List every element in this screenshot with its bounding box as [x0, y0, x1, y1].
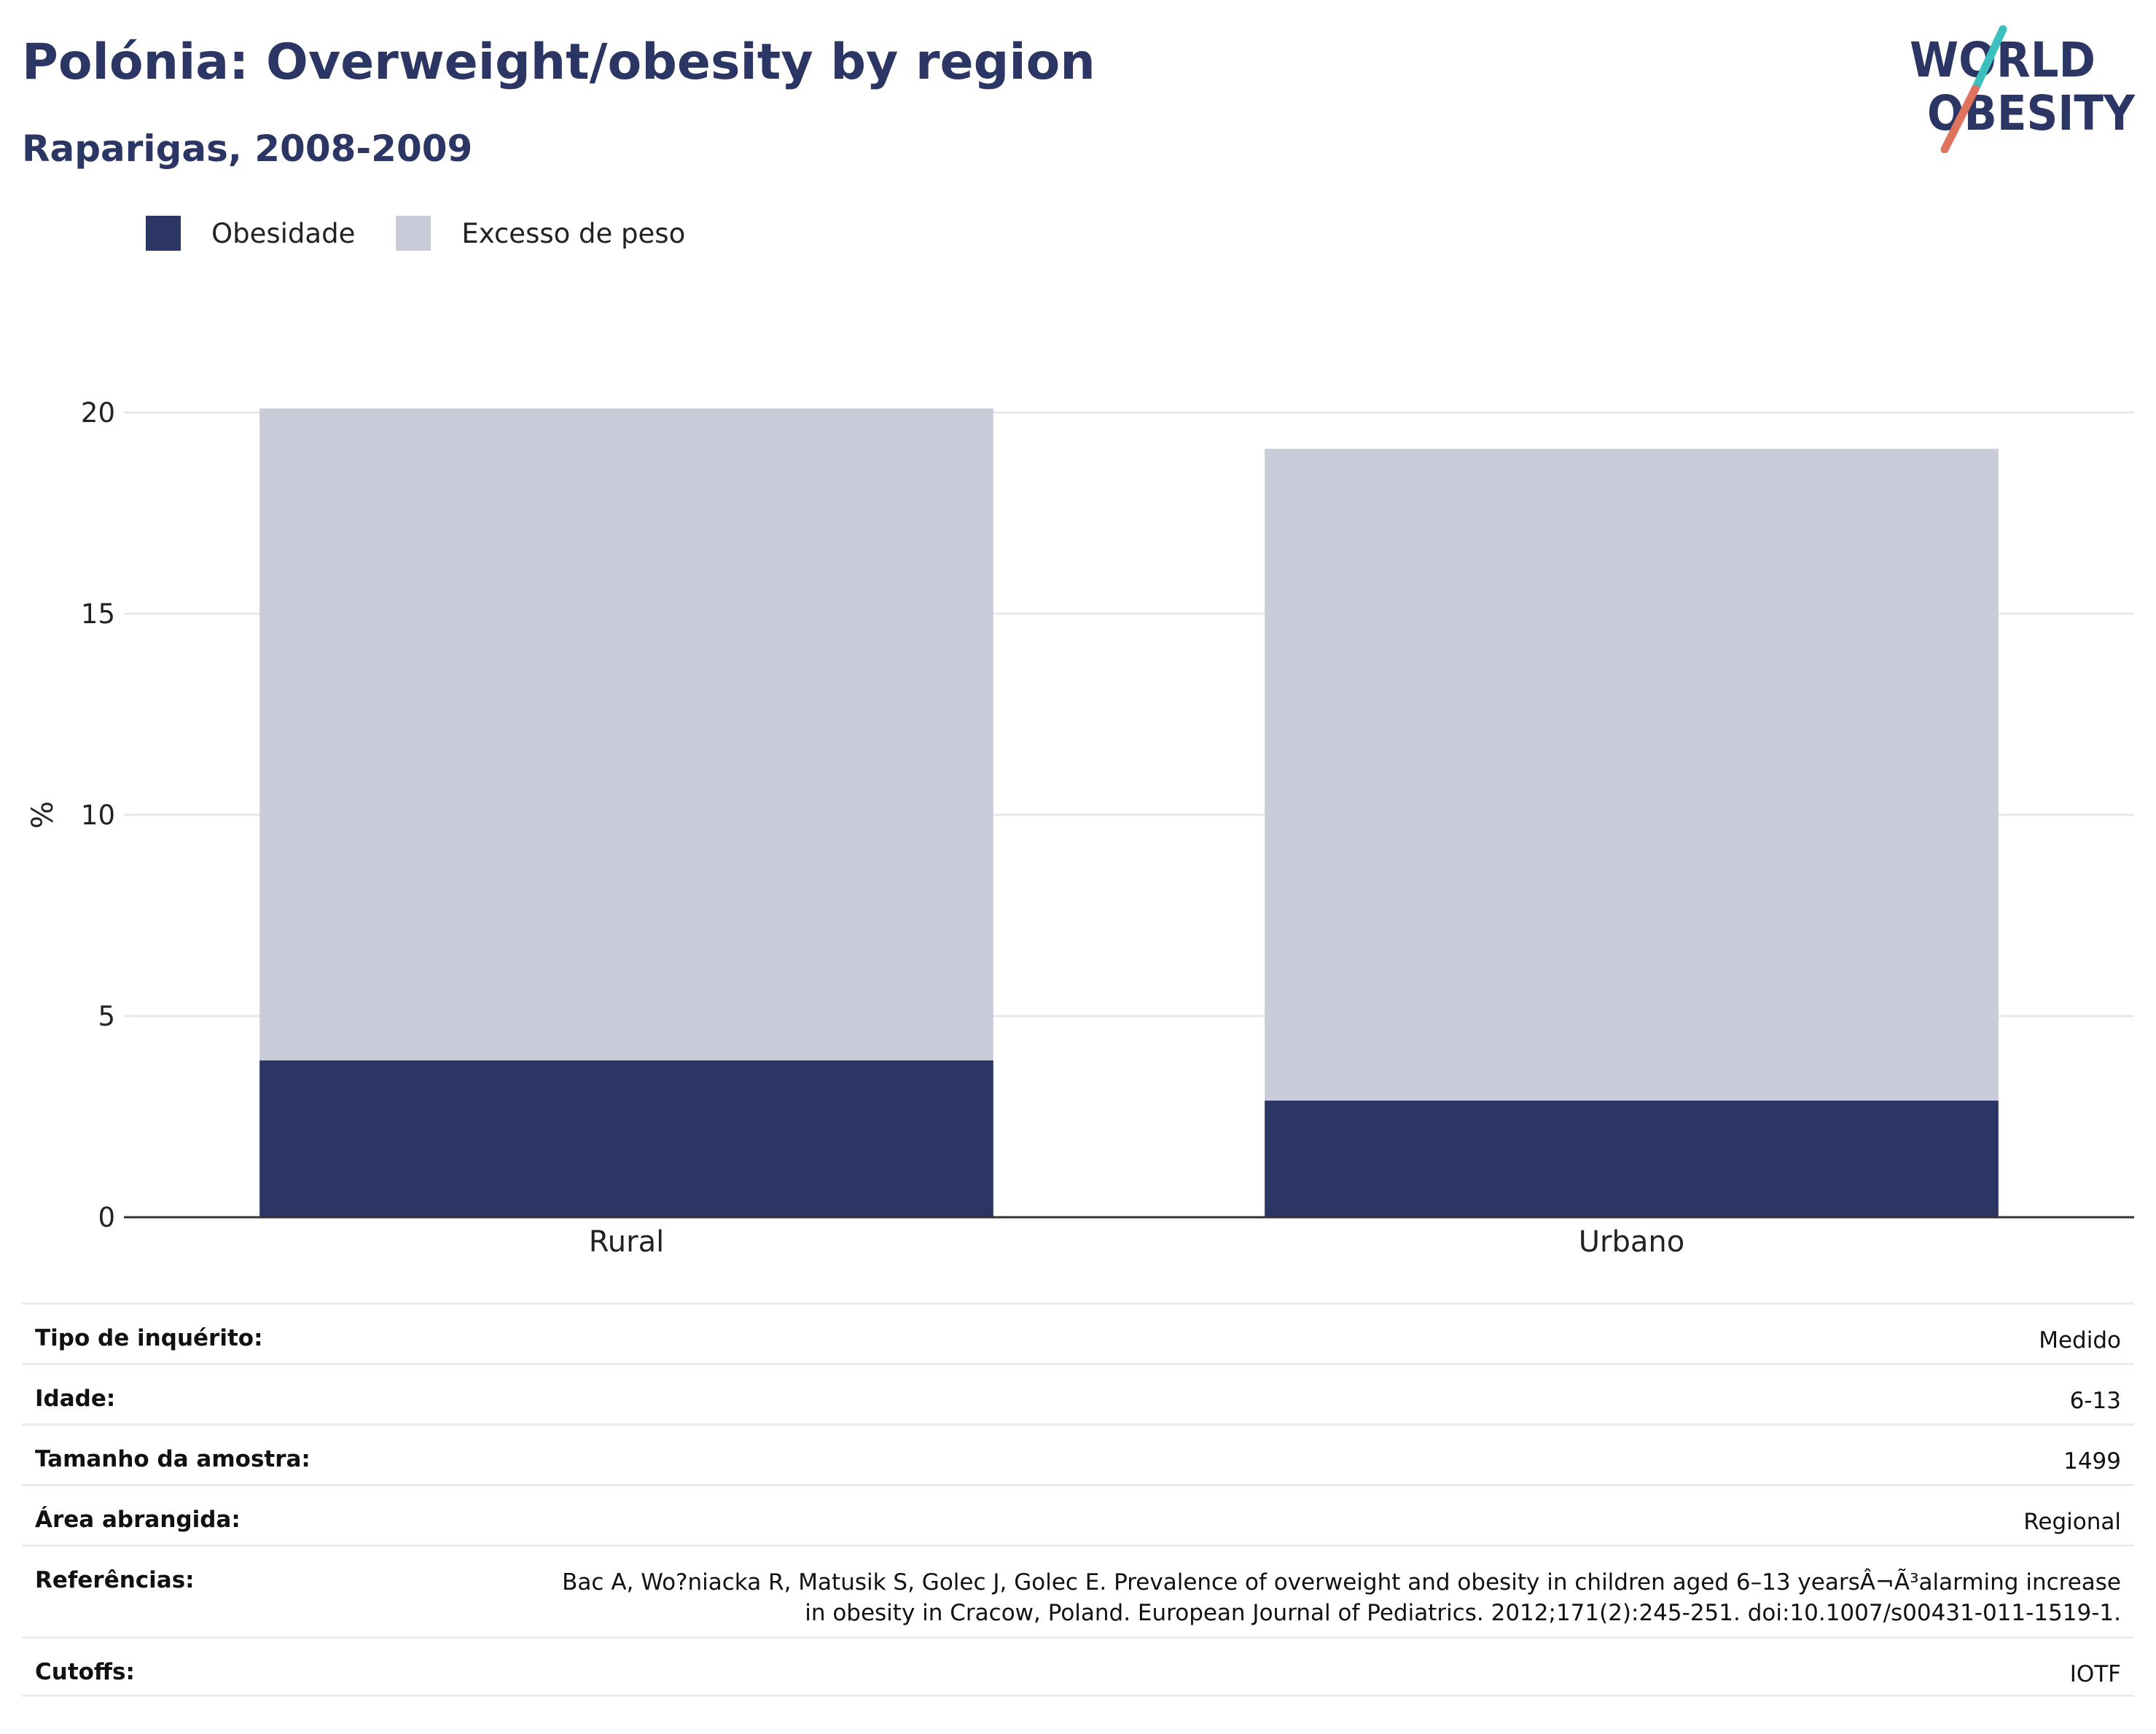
bar-excesso-de-peso-urbano	[1265, 448, 1999, 1101]
meta-value-reference: Bac A, Wo?niacka R, Matusik S, Golec J, …	[562, 1569, 2121, 1626]
meta-value: Medido	[2039, 1327, 2121, 1354]
x-tick-label: Urbano	[1579, 1225, 1684, 1259]
page-subtitle: Raparigas, 2008-2009	[22, 128, 473, 170]
x-tick-label: Rural	[589, 1225, 664, 1259]
meta-row-age: Idade: 6-13	[22, 1363, 2134, 1423]
meta-label: Tamanho da amostra:	[35, 1446, 310, 1472]
legend-label-obesidade: Obesidade	[211, 217, 356, 249]
bar-obesidade-rural	[259, 1060, 993, 1217]
logo-slash-teal	[1971, 25, 2007, 93]
meta-row-references: Referências: Bac A, Wo?niacka R, Matusik…	[22, 1544, 2134, 1636]
y-tick-label: 20	[81, 397, 115, 429]
y-tick-label: 0	[98, 1202, 115, 1233]
legend-swatch-excesso-de-peso	[396, 216, 431, 251]
meta-label: Área abrangida:	[35, 1507, 241, 1533]
world-obesity-logo: WORLD OBESITY	[1910, 25, 2136, 153]
meta-label: Idade:	[35, 1386, 116, 1412]
meta-row-area: Área abrangida: Regional	[22, 1484, 2134, 1544]
logo-slash-coral	[1940, 85, 1980, 153]
meta-row-sample-size: Tamanho da amostra: 1499	[22, 1423, 2134, 1484]
meta-value: 1499	[2063, 1448, 2121, 1475]
bar-excesso-de-peso-rural	[259, 408, 993, 1061]
survey-metadata-table: Tipo de inquérito: Medido Idade: 6-13 Ta…	[22, 1303, 2134, 1697]
y-tick-label: 15	[81, 598, 115, 630]
legend-swatch-obesidade	[146, 216, 181, 251]
meta-row-survey-type: Tipo de inquérito: Medido	[22, 1303, 2134, 1363]
page-title: Polónia: Overweight/obesity by region	[22, 34, 1095, 91]
y-axis-label: %	[26, 801, 60, 829]
stacked-bar-chart: 0 5 10 15 20% Rural Urbano	[26, 397, 2134, 1259]
meta-label: Tipo de inquérito:	[35, 1325, 263, 1351]
meta-value: Regional	[2023, 1509, 2121, 1535]
meta-value: 6-13	[2069, 1388, 2121, 1414]
meta-label: Cutoffs:	[35, 1659, 135, 1685]
meta-value: IOTF	[2069, 1661, 2121, 1687]
bar-obesidade-urbano	[1265, 1100, 1999, 1217]
meta-label: Referências:	[35, 1567, 195, 1593]
legend-item-excesso-de-peso[interactable]: Excesso de peso	[396, 216, 685, 251]
legend-item-obesidade[interactable]: Obesidade	[146, 216, 355, 251]
logo-text-world: WORLD	[1910, 32, 2096, 88]
meta-row-cutoffs: Cutoffs: IOTF	[22, 1636, 2134, 1697]
chart-legend: Obesidade Excesso de peso	[146, 216, 726, 251]
legend-label-excesso-de-peso: Excesso de peso	[461, 217, 686, 249]
y-tick-label: 10	[81, 800, 115, 831]
y-tick-label: 5	[98, 1001, 115, 1032]
